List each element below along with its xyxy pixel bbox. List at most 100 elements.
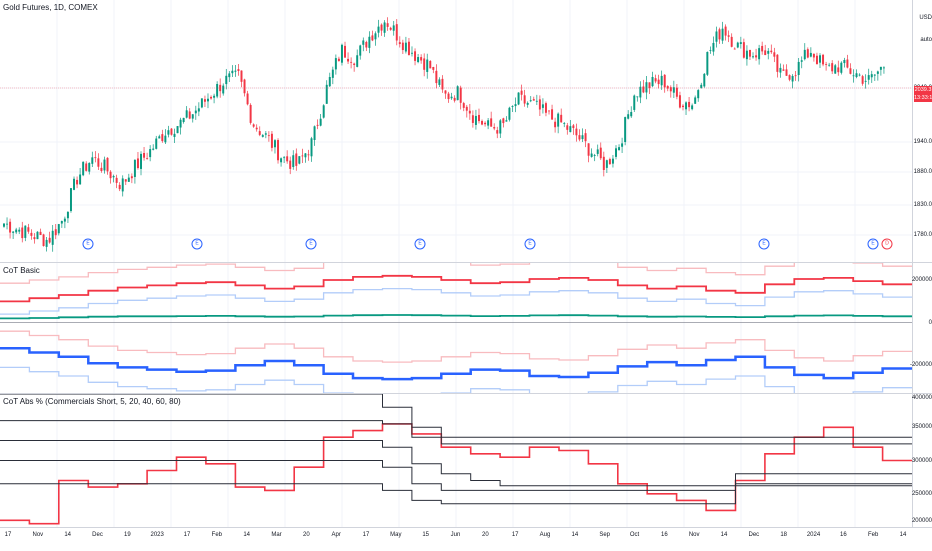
- candle-body: [581, 135, 584, 140]
- earnings-marker-icon[interactable]: E: [758, 238, 770, 250]
- cot-basic-scale[interactable]: 200000 0 -200000: [910, 263, 932, 393]
- time-label: 14: [64, 532, 71, 538]
- candle-body: [344, 45, 346, 58]
- candle-body: [185, 110, 188, 118]
- candle-body: [648, 82, 651, 89]
- candle-body: [755, 55, 758, 58]
- earnings-marker-icon[interactable]: E: [867, 238, 879, 250]
- time-axis[interactable]: 17 Nov 14 Dec 19 2023 17 Feb 14 Mar 20 Apr 17 May 15 Ju…: [0, 527, 932, 551]
- candle-body: [572, 125, 575, 129]
- dividend-marker-icon[interactable]: D: [881, 238, 893, 250]
- candle-body: [127, 177, 130, 182]
- candle-body: [423, 58, 426, 70]
- candle-body: [639, 86, 642, 98]
- candle-body: [310, 138, 313, 157]
- candle-body: [688, 101, 691, 108]
- candle-body: [243, 79, 246, 94]
- candle-body: [411, 52, 413, 54]
- candle-body: [252, 124, 255, 127]
- candle-body: [42, 234, 45, 246]
- candle-body: [694, 97, 697, 104]
- candle-body: [873, 74, 876, 76]
- candle-body: [800, 60, 803, 62]
- candle-body: [541, 104, 544, 108]
- candle-body: [502, 118, 505, 124]
- cot-basic-pane[interactable]: CoT Basic: [0, 263, 912, 393]
- cot-basic-chart[interactable]: [0, 263, 912, 393]
- candle-body: [870, 74, 873, 78]
- candle-body: [264, 133, 267, 135]
- candle-body: [663, 74, 666, 88]
- candle-body: [593, 155, 596, 156]
- candle-body: [121, 178, 124, 192]
- candle-body: [359, 45, 362, 56]
- candle-body: [538, 99, 541, 110]
- candle-body: [130, 176, 133, 179]
- candle-body: [879, 66, 882, 70]
- cot-pct-tick-label: 250000: [911, 490, 932, 497]
- candle-body: [143, 153, 146, 158]
- candle-body: [481, 120, 484, 125]
- earnings-marker-icon[interactable]: E: [305, 238, 317, 250]
- candle-body: [566, 125, 569, 130]
- candle-body: [462, 103, 465, 108]
- countdown: 13:33:10: [914, 95, 932, 101]
- candle-body: [63, 218, 66, 222]
- candle-body: [636, 96, 639, 98]
- cot-pct-pane[interactable]: CoT Abs % (Commercials Short, 5, 20, 40,…: [0, 394, 912, 527]
- candle-body: [730, 36, 733, 47]
- candle-body: [864, 80, 867, 82]
- candle-body: [76, 179, 79, 185]
- candle-body: [383, 22, 386, 33]
- candle-body: [819, 55, 821, 63]
- candle-body: [124, 179, 127, 182]
- candle-body: [100, 167, 103, 171]
- candle-body: [347, 58, 350, 62]
- candle-body: [414, 51, 417, 61]
- candle-body: [477, 114, 480, 122]
- candle-body: [3, 223, 5, 227]
- earnings-marker-icon[interactable]: E: [82, 238, 94, 250]
- candle-body: [782, 69, 785, 71]
- candle-body: [258, 131, 261, 135]
- usd-label[interactable]: USD: [919, 15, 932, 21]
- price-chart[interactable]: [0, 0, 912, 262]
- cot-pct-scale[interactable]: 400000 350000 300000 250000 200000: [912, 394, 932, 527]
- candle-body: [191, 114, 194, 119]
- candle-body: [514, 104, 517, 107]
- candle-body: [560, 114, 563, 123]
- candle-body: [846, 59, 849, 68]
- candle-body: [529, 100, 532, 102]
- price-scale[interactable]: USD auto 1780.01830.01880.01940.02040.0 …: [912, 0, 932, 262]
- candle-body: [66, 211, 69, 219]
- time-label: 14: [720, 532, 728, 538]
- earnings-marker-icon[interactable]: E: [524, 238, 536, 250]
- candle-body: [106, 157, 109, 172]
- candle-body: [188, 111, 191, 119]
- candle-body: [261, 135, 264, 137]
- cot-pct-chart[interactable]: [0, 394, 912, 527]
- log-label[interactable]: auto: [920, 37, 932, 43]
- earnings-marker-icon[interactable]: E: [414, 238, 426, 250]
- candle-body: [812, 53, 815, 58]
- candle-body: [444, 90, 447, 94]
- candle-body: [611, 158, 614, 164]
- candle-body: [386, 23, 389, 27]
- candle-body: [608, 159, 611, 165]
- candle-body: [112, 176, 115, 178]
- candle-body: [94, 157, 97, 159]
- candle-body: [602, 156, 605, 170]
- pane-separator[interactable]: [0, 393, 932, 394]
- candle-body: [404, 42, 407, 52]
- time-label: Jun: [450, 532, 461, 538]
- candle-body: [675, 87, 678, 97]
- candle-body: [834, 65, 837, 74]
- candle-body: [307, 154, 310, 156]
- candle-body: [615, 148, 617, 157]
- candle-body: [109, 171, 112, 179]
- candle-body: [164, 135, 167, 143]
- earnings-marker-icon[interactable]: E: [191, 238, 203, 250]
- time-label: May: [390, 532, 402, 538]
- cot-pct-tick-label: 400000: [911, 395, 932, 401]
